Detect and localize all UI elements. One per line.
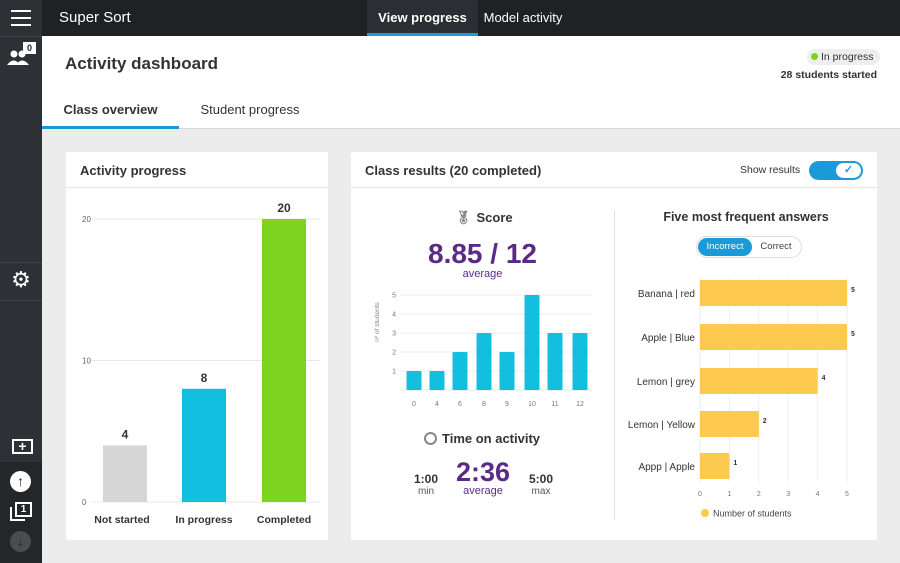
- x-tick-label: 12: [576, 401, 584, 408]
- y-tick-label: 1: [392, 369, 396, 376]
- pages-icon[interactable]: 1: [10, 502, 32, 522]
- bar: [700, 453, 730, 479]
- gear-icon[interactable]: ⚙: [11, 267, 31, 292]
- answers-toggle: Incorrect Correct: [696, 236, 802, 258]
- data-label: 5: [851, 287, 855, 294]
- bar: [700, 368, 818, 394]
- medal-icon: 🏅︎: [455, 210, 472, 225]
- y-tick-label: Apple | Blue: [641, 333, 695, 344]
- x-tick-label: 8: [482, 401, 486, 408]
- toggle-incorrect[interactable]: Incorrect: [698, 238, 752, 256]
- card-title: Activity progress: [80, 163, 187, 178]
- x-tick-label: 9: [505, 401, 509, 408]
- page-title: Activity dashboard: [65, 54, 219, 73]
- y-tick-label: 20: [82, 215, 91, 224]
- y-tick-label: 2: [392, 350, 396, 357]
- y-tick-label: 0: [82, 498, 87, 507]
- score-average-label: average: [462, 268, 503, 280]
- tab-class-overview[interactable]: Class overview: [42, 92, 179, 129]
- tab-view-progress[interactable]: View progress: [367, 0, 478, 36]
- bar: [524, 295, 540, 390]
- add-icon[interactable]: +: [12, 439, 33, 454]
- bar: [700, 280, 847, 306]
- bar: [572, 333, 588, 390]
- check-icon: ✓: [836, 163, 861, 178]
- time-min: 1:00: [413, 472, 439, 486]
- score-heading: 🏅︎ Score: [455, 210, 513, 225]
- page-header: Activity dashboard In progress 28 studen…: [42, 36, 900, 129]
- legend-label: Number of students: [713, 509, 792, 519]
- show-results-toggle[interactable]: ✓: [809, 161, 863, 180]
- y-tick-label: Appp | Apple: [638, 462, 695, 473]
- bar: [547, 333, 563, 390]
- time-average: 2:36: [455, 457, 511, 487]
- time-average-label: average: [463, 485, 503, 497]
- y-tick-label: Banana | red: [638, 289, 695, 300]
- bar: [700, 411, 759, 437]
- y-tick-label: 10: [82, 357, 91, 366]
- time-min-label: min: [417, 486, 435, 497]
- answers-title: Five most frequent answers: [663, 210, 829, 224]
- arrow-up-icon[interactable]: ↑: [10, 471, 31, 492]
- x-tick-label: 10: [528, 401, 536, 408]
- show-results-label: Show results: [740, 164, 801, 176]
- x-tick-label: 0: [698, 491, 702, 498]
- data-label: 5: [851, 331, 855, 338]
- bar: [103, 445, 147, 502]
- x-tick-label: 5: [845, 491, 849, 498]
- bar: [429, 371, 445, 390]
- y-axis-label: nº of students: [374, 301, 381, 341]
- app-title: Super Sort: [59, 9, 131, 26]
- bar: [499, 352, 515, 390]
- sidebar: 0 ⚙ + ↑ 1 ↓: [0, 0, 42, 563]
- time-max-label: max: [531, 486, 551, 497]
- toggle-correct[interactable]: Correct: [760, 241, 792, 252]
- x-tick-label: Not started: [94, 514, 149, 526]
- data-label: 4: [122, 427, 129, 441]
- users-icon[interactable]: [6, 48, 30, 68]
- clock-icon: [424, 432, 437, 445]
- y-tick-label: 3: [392, 331, 396, 338]
- bar: [262, 219, 306, 502]
- status-badge: In progress: [807, 49, 880, 65]
- bar: [476, 333, 492, 390]
- x-tick-label: 4: [435, 401, 439, 408]
- x-tick-label: 4: [816, 491, 820, 498]
- score-value: 8.85 / 12: [428, 238, 537, 269]
- x-tick-label: 2: [757, 491, 761, 498]
- users-badge: 0: [23, 42, 36, 54]
- time-heading: Time on activity: [424, 431, 540, 446]
- x-tick-label: 3: [786, 491, 790, 498]
- bar: [406, 371, 422, 390]
- bar: [700, 324, 847, 350]
- tab-model-activity[interactable]: Model activity: [483, 10, 563, 25]
- y-tick-label: 5: [392, 293, 396, 300]
- x-tick-label: 11: [551, 401, 558, 408]
- x-tick-label: 0: [412, 401, 416, 408]
- time-max: 5:00: [528, 472, 554, 486]
- y-tick-label: 4: [392, 312, 396, 319]
- data-label: 1: [733, 460, 737, 467]
- y-tick-label: Lemon | grey: [637, 377, 695, 388]
- top-bar: Super Sort View progress Model activity: [42, 0, 900, 36]
- card-title: Class results (20 completed): [365, 163, 542, 178]
- y-tick-label: Lemon | Yellow: [628, 420, 696, 431]
- tab-student-progress[interactable]: Student progress: [200, 102, 300, 117]
- x-tick-label: 6: [458, 401, 462, 408]
- students-started: 28 students started: [780, 69, 877, 81]
- x-tick-label: Completed: [257, 514, 311, 526]
- x-tick-label: In progress: [175, 514, 232, 526]
- legend-marker: [701, 509, 709, 517]
- data-label: 8: [201, 371, 208, 385]
- menu-icon[interactable]: [11, 10, 31, 26]
- x-tick-label: 1: [727, 491, 731, 498]
- data-label: 4: [822, 375, 826, 382]
- arrow-down-icon[interactable]: ↓: [10, 531, 31, 552]
- data-label: 20: [277, 201, 291, 215]
- bar: [452, 352, 468, 390]
- data-label: 2: [763, 418, 767, 425]
- bar: [182, 388, 226, 502]
